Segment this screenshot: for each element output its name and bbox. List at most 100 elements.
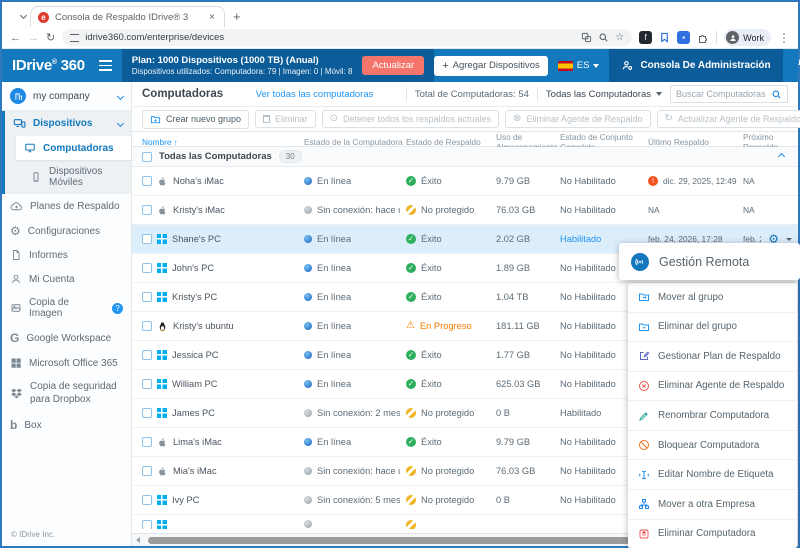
row-checkbox[interactable] bbox=[142, 495, 152, 505]
url-text[interactable]: idrive360.com/enterprise/devices bbox=[85, 32, 225, 43]
extension-blue-icon[interactable]: ▪ bbox=[677, 31, 691, 44]
row-checkbox[interactable] bbox=[142, 176, 152, 186]
remove-agent-button[interactable]: ⊗ Eliminar Agente de Respaldo bbox=[505, 110, 651, 128]
not-protected-icon bbox=[406, 520, 416, 529]
help-badge[interactable]: ? bbox=[112, 302, 123, 314]
extensions-puzzle-icon[interactable] bbox=[697, 32, 709, 44]
idrive-logo[interactable]: IDrive® 360 bbox=[12, 57, 85, 74]
update-plan-button[interactable]: Actualizar bbox=[362, 56, 425, 75]
table-row[interactable]: William PC En línea Éxito 625.03 GB No H… bbox=[132, 370, 798, 399]
row-checkbox[interactable] bbox=[142, 263, 152, 273]
sidebar-item-mi-cuenta[interactable]: Mi Cuenta bbox=[2, 267, 131, 291]
table-row[interactable]: Ivy PC Sin conexión: 5 mes(... No proteg… bbox=[132, 486, 798, 515]
browser-tab[interactable]: e Consola de Respaldo IDrive® 3 × bbox=[30, 6, 225, 27]
remote-management-popup[interactable]: Gestión Remota bbox=[619, 243, 800, 280]
translate-icon[interactable] bbox=[581, 32, 592, 43]
group-checkbox[interactable] bbox=[142, 151, 152, 162]
menu-item-eliminar-computadora[interactable]: Eliminar Computadora bbox=[628, 520, 797, 548]
column-estado-respaldo[interactable]: Estado de Respaldo bbox=[406, 137, 481, 147]
backup-status: Éxito bbox=[421, 263, 442, 273]
sidebar-item-computadoras[interactable]: Computadoras bbox=[16, 136, 131, 160]
delete-button[interactable]: Eliminar bbox=[255, 110, 316, 128]
menu-item-renombrar[interactable]: Renombrar Computadora bbox=[628, 401, 797, 431]
notifications-bell-icon[interactable] bbox=[795, 56, 800, 75]
table-row[interactable]: Lima's iMac En línea Éxito 9.79 GB No Ha… bbox=[132, 428, 798, 457]
table-row[interactable]: James PC Sin conexión: 2 mes(... No prot… bbox=[132, 399, 798, 428]
table-row[interactable]: Kristy's ubuntu En línea En Progreso 181… bbox=[132, 312, 798, 341]
menu-item-gestionar-plan[interactable]: Gestionar Plan de Respaldo bbox=[628, 342, 797, 372]
row-checkbox[interactable] bbox=[142, 205, 152, 215]
add-devices-button[interactable]: Agregar Dispositivos bbox=[434, 55, 548, 76]
row-checkbox[interactable] bbox=[142, 350, 152, 360]
column-ultimo[interactable]: Último Respaldo bbox=[648, 137, 709, 147]
sidebar-item-copia-de-imagen[interactable]: Copia de Imagen ? bbox=[2, 291, 131, 325]
row-checkbox[interactable] bbox=[142, 437, 152, 447]
sidebar-item-configuraciones[interactable]: ⚙ Configuraciones bbox=[10, 224, 101, 238]
table-row[interactable]: John's PC En línea Éxito 1.89 GB No Habi… bbox=[132, 254, 798, 283]
table-row[interactable]: Mia's iMac Sin conexión: hace u... No pr… bbox=[132, 457, 798, 486]
sidebar-item-microsoft-office[interactable]: Microsoft Office 365 bbox=[2, 351, 131, 375]
group-filter-dropdown[interactable]: Todas las Computadoras bbox=[546, 89, 662, 100]
sidebar-item-informes[interactable]: Informes bbox=[2, 243, 131, 267]
scrollbar-thumb[interactable] bbox=[148, 536, 635, 544]
site-settings-icon[interactable] bbox=[70, 33, 80, 42]
scroll-left-icon[interactable] bbox=[136, 537, 140, 543]
zoom-icon[interactable] bbox=[598, 32, 609, 43]
device-name: James PC bbox=[172, 408, 215, 418]
forward-icon[interactable]: → bbox=[28, 31, 39, 44]
backup-status: No protegido bbox=[421, 495, 475, 505]
menu-item-editar-etiqueta[interactable]: Editar Nombre de Etiqueta bbox=[628, 460, 797, 490]
bookmark-star-icon[interactable]: ☆ bbox=[615, 32, 625, 43]
chrome-menu-icon[interactable]: ⋮ bbox=[778, 30, 790, 45]
table-row[interactable]: Kristy's PC En línea Éxito 1.04 TB No Ha… bbox=[132, 283, 798, 312]
row-checkbox[interactable] bbox=[142, 408, 152, 418]
column-nombre[interactable]: Nombre bbox=[142, 137, 304, 147]
stop-backups-button[interactable]: ⊙ Detener todos los respaldos actuales bbox=[321, 110, 500, 128]
table-row[interactable]: Jessica PC En línea Éxito 1.77 GB No Hab… bbox=[132, 341, 798, 370]
back-icon[interactable]: ← bbox=[10, 31, 21, 44]
create-group-button[interactable]: Crear nuevo grupo bbox=[142, 109, 250, 129]
search-input[interactable] bbox=[676, 89, 767, 99]
new-tab-button[interactable]: + bbox=[233, 9, 241, 24]
caret-down-icon[interactable] bbox=[786, 237, 792, 241]
online-status-icon bbox=[304, 235, 312, 243]
row-checkbox[interactable] bbox=[142, 379, 152, 389]
company-selector[interactable]: my company bbox=[2, 82, 131, 111]
reload-icon[interactable]: ↻ bbox=[46, 32, 56, 44]
row-checkbox[interactable] bbox=[142, 292, 152, 302]
row-checkbox[interactable] bbox=[142, 520, 152, 529]
table-row[interactable]: Noha's iMac En línea Éxito 9.79 GB No Ha… bbox=[132, 167, 798, 196]
menu-item-mover-empresa[interactable]: Mover a otra Empresa bbox=[628, 490, 797, 520]
menu-item-eliminar-del-grupo[interactable]: Eliminar del grupo bbox=[628, 313, 797, 343]
extension-f-icon[interactable]: f bbox=[639, 31, 653, 44]
menu-item-mover-al-grupo[interactable]: Mover al grupo bbox=[628, 283, 797, 313]
table-row-partial[interactable] bbox=[132, 515, 798, 529]
sidebar-item-dropbox[interactable]: Copia de seguridad para Dropbox bbox=[2, 375, 131, 412]
sidebar-item-box[interactable]: b Box bbox=[10, 418, 42, 432]
sidebar-item-dispositivos-moviles[interactable]: Dispositivos Móviles bbox=[22, 160, 131, 194]
tab-close-icon[interactable]: × bbox=[209, 11, 215, 23]
row-checkbox[interactable] bbox=[142, 321, 152, 331]
menu-item-bloquear[interactable]: Bloquear Computadora bbox=[628, 431, 797, 461]
table-row[interactable]: Kristy's iMac Sin conexión: hace u... No… bbox=[132, 196, 798, 225]
group-row[interactable]: Todas las Computadoras 30 bbox=[132, 147, 798, 167]
full-set-status-link[interactable]: Habilitado bbox=[560, 234, 602, 244]
browser-profile-button[interactable]: Work bbox=[724, 29, 771, 46]
admin-console-button[interactable]: Consola De Administración bbox=[609, 49, 783, 82]
update-agent-button[interactable]: ↻ Actualizar Agente de Respaldo bbox=[656, 110, 800, 128]
row-checkbox[interactable] bbox=[142, 234, 152, 244]
sidebar-item-planes-de-respaldo[interactable]: Planes de Respaldo bbox=[2, 194, 131, 219]
extension-bookmark-icon[interactable] bbox=[659, 32, 670, 43]
row-checkbox[interactable] bbox=[142, 466, 152, 476]
collapse-chevron-icon[interactable] bbox=[777, 152, 786, 161]
menu-item-eliminar-agente[interactable]: Eliminar Agente de Respaldo bbox=[628, 372, 797, 402]
column-estado-computadora[interactable]: Estado de la Computadora bbox=[304, 137, 403, 147]
view-all-link[interactable]: Ver todas las computadoras bbox=[255, 88, 374, 100]
sidebar-item-dispositivos[interactable]: Dispositivos bbox=[5, 111, 131, 136]
sidebar-item-google-workspace[interactable]: G Google Workspace bbox=[10, 331, 112, 345]
search-icon[interactable] bbox=[771, 89, 782, 100]
url-field[interactable]: idrive360.com/enterprise/devices ☆ bbox=[62, 29, 633, 46]
hamburger-menu-icon[interactable] bbox=[98, 60, 112, 71]
tab-search-icon[interactable] bbox=[8, 6, 28, 24]
language-selector[interactable]: ES bbox=[557, 60, 600, 71]
